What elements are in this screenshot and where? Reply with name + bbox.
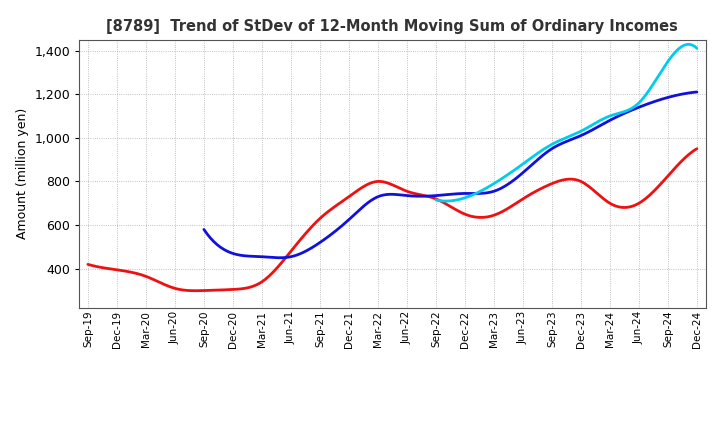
- 7 Years: [684, 42, 693, 47]
- 7 Years: [669, 51, 678, 57]
- 7 Years: [431, 198, 440, 203]
- Line: 3 Years: 3 Years: [88, 149, 697, 291]
- 5 Years: [199, 227, 208, 232]
- 3 Years: [638, 199, 647, 204]
- 7 Years: [652, 76, 661, 81]
- 3 Years: [84, 262, 92, 267]
- 3 Years: [599, 196, 608, 201]
- Line: 7 Years: 7 Years: [436, 44, 697, 201]
- 5 Years: [201, 229, 210, 235]
- Line: 5 Years: 5 Years: [204, 92, 697, 258]
- 7 Years: [592, 120, 600, 125]
- 5 Years: [493, 187, 502, 193]
- 3 Years: [693, 146, 701, 151]
- 7 Years: [442, 198, 451, 204]
- Y-axis label: Amount (million yen): Amount (million yen): [16, 108, 29, 239]
- 3 Years: [446, 204, 455, 209]
- 3 Years: [459, 211, 467, 216]
- 5 Years: [276, 255, 284, 260]
- 7 Years: [588, 122, 596, 128]
- 5 Years: [648, 99, 657, 105]
- Title: [8789]  Trend of StDev of 12-Month Moving Sum of Ordinary Incomes: [8789] Trend of StDev of 12-Month Moving…: [107, 19, 678, 34]
- 5 Years: [617, 112, 626, 117]
- 7 Years: [693, 46, 701, 51]
- 3 Years: [448, 205, 456, 210]
- 7 Years: [587, 123, 595, 128]
- 3 Years: [192, 288, 200, 293]
- 5 Years: [495, 187, 503, 192]
- 3 Years: [86, 262, 94, 268]
- 5 Years: [503, 182, 512, 187]
- 7 Years: [433, 198, 441, 203]
- 5 Years: [693, 89, 701, 95]
